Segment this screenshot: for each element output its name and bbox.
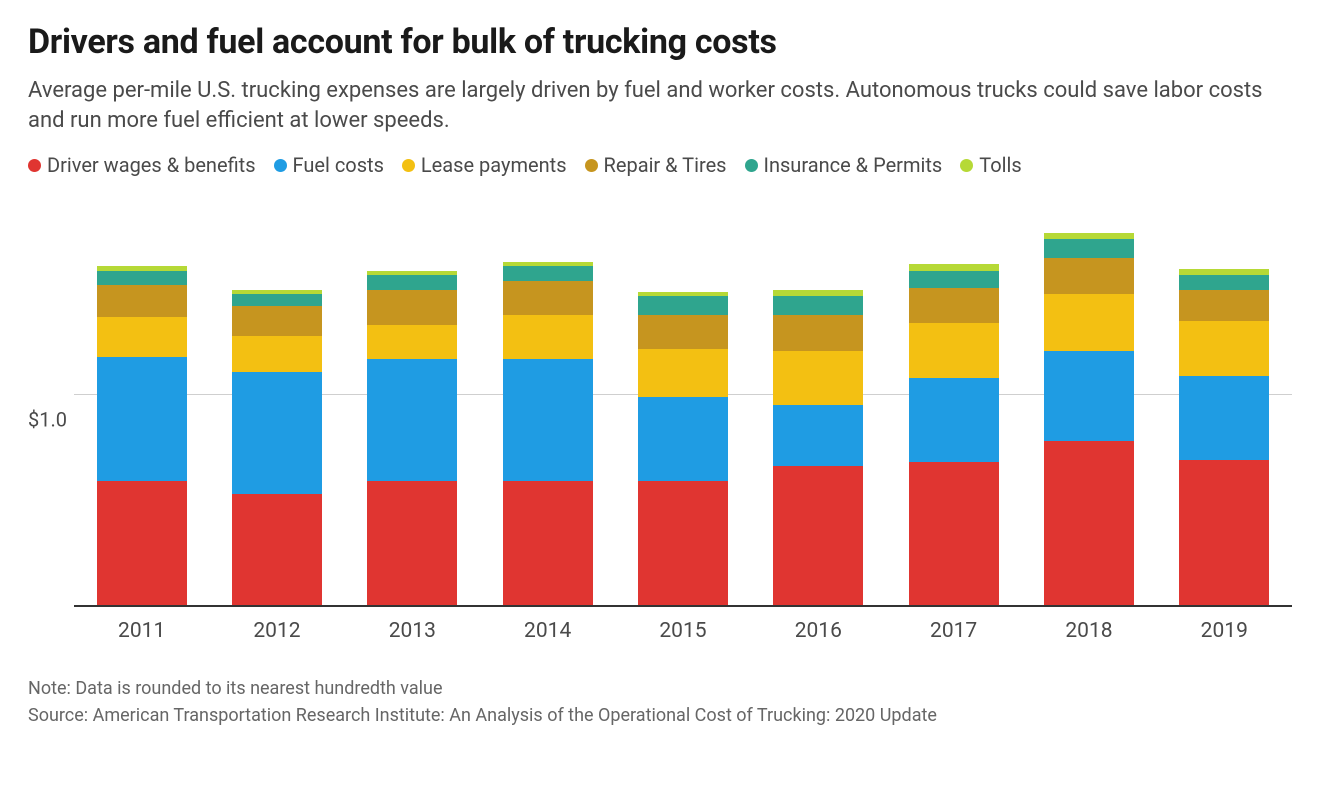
bar-column — [367, 271, 457, 606]
x-axis-label: 2016 — [773, 619, 863, 643]
bar-segment-lease — [638, 349, 728, 397]
bar-segment-lease — [1179, 321, 1269, 376]
x-axis-label: 2012 — [232, 619, 322, 643]
chart-title: Drivers and fuel account for bulk of tru… — [28, 22, 1292, 62]
x-axis-label: 2018 — [1044, 619, 1134, 643]
source-text: Source: American Transportation Research… — [28, 702, 1292, 729]
legend-item: Repair & Tires — [585, 153, 727, 177]
bar-segment-repair — [503, 281, 593, 315]
x-axis-label: 2017 — [909, 619, 999, 643]
bar-column — [1044, 233, 1134, 606]
x-axis-label: 2015 — [638, 619, 728, 643]
legend-item: Driver wages & benefits — [28, 153, 256, 177]
bar-segment-repair — [638, 315, 728, 349]
note-text: Note: Data is rounded to its nearest hun… — [28, 675, 1292, 702]
bar-segment-insurance — [97, 271, 187, 286]
bar-segment-insurance — [503, 266, 593, 281]
bar-segment-driver — [503, 481, 593, 605]
bar-segment-driver — [638, 481, 728, 605]
bar-segment-driver — [367, 481, 457, 605]
bar-column — [97, 266, 187, 605]
legend-dot-icon — [402, 159, 415, 172]
legend-dot-icon — [274, 159, 287, 172]
bar-segment-insurance — [909, 271, 999, 288]
legend-label: Driver wages & benefits — [47, 153, 256, 177]
bar-segment-fuel — [773, 405, 863, 466]
bar-segment-insurance — [1044, 239, 1134, 258]
bar-column — [232, 290, 322, 606]
x-axis-label: 2014 — [503, 619, 593, 643]
bar-segment-insurance — [232, 294, 322, 307]
bar-segment-lease — [367, 325, 457, 359]
plot-area — [74, 207, 1292, 607]
bar-segment-repair — [97, 285, 187, 317]
legend-item: Lease payments — [402, 153, 567, 177]
bar-segment-fuel — [503, 359, 593, 481]
bar-segment-fuel — [232, 372, 322, 494]
bar-segment-driver — [97, 481, 187, 605]
bar-segment-lease — [909, 323, 999, 378]
bar-segment-repair — [1179, 290, 1269, 322]
bar-segment-repair — [232, 306, 322, 335]
bar-segment-lease — [97, 317, 187, 357]
legend-item: Tolls — [960, 153, 1021, 177]
bar-segment-driver — [909, 462, 999, 605]
x-axis-label: 2013 — [367, 619, 457, 643]
bar-column — [1179, 269, 1269, 606]
bar-segment-repair — [1044, 258, 1134, 294]
bar-segment-insurance — [773, 296, 863, 315]
legend-dot-icon — [28, 159, 41, 172]
bar-segment-lease — [232, 336, 322, 372]
bar-segment-insurance — [638, 296, 728, 315]
bar-segment-fuel — [1179, 376, 1269, 460]
bar-segment-fuel — [909, 378, 999, 462]
bar-segment-lease — [773, 351, 863, 406]
legend-item: Insurance & Permits — [745, 153, 943, 177]
bar-segment-insurance — [367, 275, 457, 290]
bar-segment-lease — [1044, 294, 1134, 351]
legend-label: Insurance & Permits — [764, 153, 943, 177]
x-axis-label: 2019 — [1179, 619, 1269, 643]
legend-label: Fuel costs — [293, 153, 384, 177]
chart-area: $1.0 20112012201320142015201620172018201… — [28, 207, 1292, 643]
bar-segment-lease — [503, 315, 593, 359]
bar-column — [638, 292, 728, 606]
legend-dot-icon — [960, 159, 973, 172]
legend-label: Lease payments — [421, 153, 567, 177]
bar-segment-fuel — [97, 357, 187, 481]
bar-segment-driver — [1179, 460, 1269, 605]
legend-item: Fuel costs — [274, 153, 384, 177]
bar-segment-fuel — [1044, 351, 1134, 442]
bar-segment-driver — [773, 466, 863, 605]
bar-segment-driver — [1044, 441, 1134, 605]
legend-dot-icon — [745, 159, 758, 172]
chart-subtitle: Average per-mile U.S. trucking expenses … — [28, 76, 1292, 135]
bar-segment-repair — [909, 288, 999, 324]
bar-column — [503, 262, 593, 605]
bar-column — [909, 264, 999, 605]
bar-segment-repair — [773, 315, 863, 351]
legend-label: Repair & Tires — [604, 153, 727, 177]
x-axis: 2011 2012 2013 2014 2015 2016 2017 2018 2019 — [74, 607, 1292, 643]
bar-segment-repair — [367, 290, 457, 326]
x-axis-label: 2011 — [97, 619, 187, 643]
legend-dot-icon — [585, 159, 598, 172]
footnotes: Note: Data is rounded to its nearest hun… — [28, 675, 1292, 729]
legend: Driver wages & benefits Fuel costs Lease p… — [28, 153, 1292, 177]
y-axis-tick-label: $1.0 — [28, 407, 67, 431]
bar-segment-fuel — [367, 359, 457, 481]
bar-segment-driver — [232, 494, 322, 606]
bar-column — [773, 290, 863, 606]
legend-label: Tolls — [979, 153, 1021, 177]
bar-segment-fuel — [638, 397, 728, 481]
bars-container — [74, 207, 1292, 605]
bar-segment-insurance — [1179, 275, 1269, 290]
